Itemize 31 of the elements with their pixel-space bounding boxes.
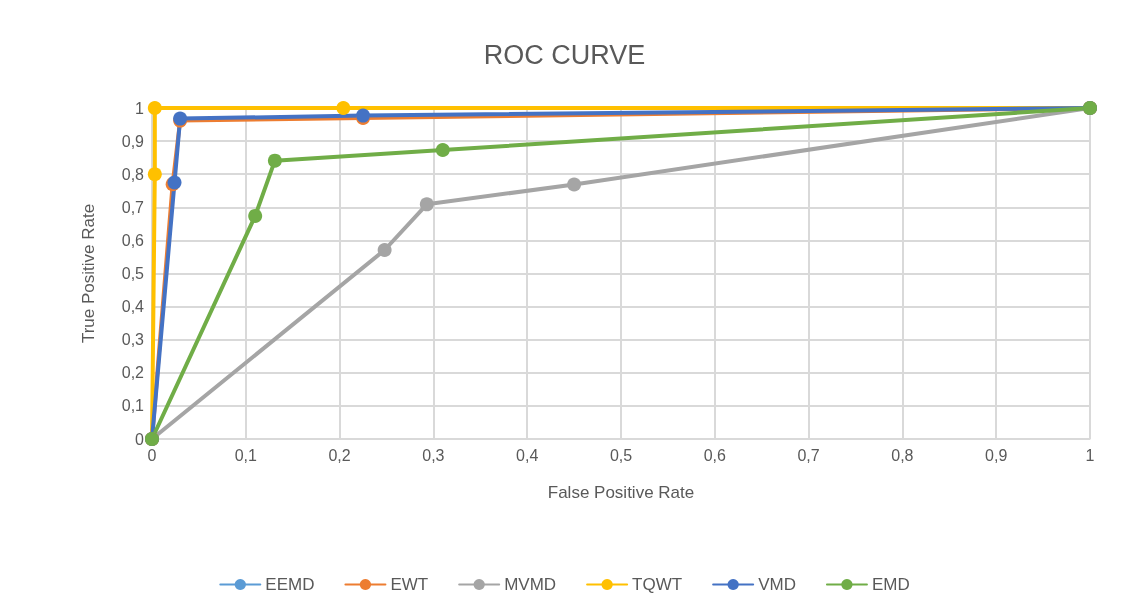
x-tick-label: 0,7 <box>797 446 820 464</box>
x-tick-label: 0 <box>147 446 157 464</box>
x-tick-label: 0,6 <box>703 446 727 464</box>
x-tick-label: 0,4 <box>516 446 539 464</box>
x-tick-label: 0,3 <box>422 446 445 464</box>
x-tick-label: 0,2 <box>328 446 351 464</box>
y-tick-label: 0,2 <box>121 364 145 382</box>
chart-title: ROC CURVE <box>483 39 646 70</box>
y-tick-label: 0,8 <box>121 165 145 183</box>
y-tick-label: 0 <box>135 430 145 448</box>
legend-label: EWT <box>390 575 429 594</box>
y-tick-label: 1 <box>135 99 145 117</box>
y-axis-title: True Positive Rate <box>79 203 98 344</box>
x-tick-label: 0,8 <box>891 446 914 464</box>
legend-label: MVMD <box>504 575 557 594</box>
y-tick-label: 0,5 <box>121 265 145 282</box>
legend-label: VMD <box>758 575 796 594</box>
y-tick-label: 0,4 <box>121 298 145 316</box>
legend-label: EEMD <box>265 575 315 594</box>
y-tick-label: 0,6 <box>121 231 145 249</box>
y-tick-label: 0,7 <box>121 198 145 216</box>
x-axis-title: False Positive Rate <box>547 483 695 502</box>
legend-label: EMD <box>871 575 910 594</box>
y-tick-label: 0,3 <box>121 331 145 349</box>
x-tick-label: 0,5 <box>609 446 633 464</box>
y-tick-label: 0,9 <box>121 132 145 150</box>
x-tick-label: 0,1 <box>234 446 258 464</box>
y-tick-label: 0,1 <box>121 397 145 415</box>
legend-label: TQWT <box>632 575 683 594</box>
x-tick-label: 0,9 <box>985 446 1008 464</box>
x-tick-label: 1 <box>1085 446 1095 464</box>
